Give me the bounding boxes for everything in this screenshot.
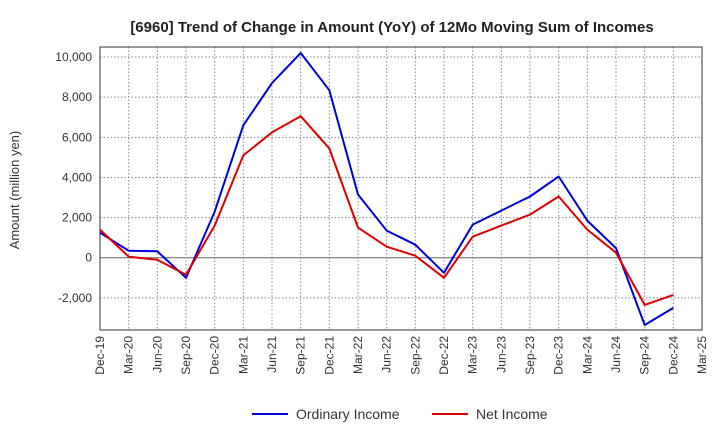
y-tick-label: -2,000 (58, 291, 92, 305)
x-tick-label: Mar-20 (122, 336, 136, 374)
x-tick-label: Dec-23 (552, 336, 566, 375)
x-tick-label: Dec-22 (437, 336, 451, 375)
x-tick-label: Mar-23 (466, 336, 480, 374)
y-tick-label: 8,000 (62, 90, 92, 104)
x-tick-label: Dec-24 (666, 336, 680, 375)
x-tick-label: Jun-23 (494, 336, 508, 373)
y-tick-label: 10,000 (55, 50, 92, 64)
legend: Ordinary Income Net Income (252, 406, 548, 422)
x-tick-label: Mar-25 (695, 336, 709, 374)
y-tick-labels: -2,000 0 2,000 4,000 6,000 8,000 10,000 (55, 50, 92, 305)
y-tick-label: 2,000 (62, 211, 92, 225)
x-tick-label: Mar-24 (580, 336, 594, 374)
legend-label: Ordinary Income (296, 406, 400, 422)
series-lines (99, 52, 674, 326)
x-tick-label: Jun-22 (380, 336, 394, 373)
x-tick-label: Dec-20 (208, 336, 222, 375)
y-axis-label: Amount (million yen) (7, 131, 22, 250)
x-tick-label: Sep-23 (523, 336, 537, 375)
x-tick-label: Sep-20 (179, 336, 193, 375)
series-line-ordinary-income (99, 52, 674, 326)
series-line-net-income (99, 115, 674, 306)
x-tick-label: Jun-24 (609, 336, 623, 373)
x-tick-label: Sep-24 (638, 336, 652, 375)
chart-title: [6960] Trend of Change in Amount (YoY) o… (130, 19, 653, 36)
y-tick-label: 0 (85, 251, 92, 265)
x-tick-label: Sep-21 (294, 336, 308, 375)
y-tick-label: 6,000 (62, 130, 92, 144)
plot-frame (99, 46, 703, 331)
x-tick-labels: Dec-19 Mar-20 Jun-20 Sep-20 Dec-20 Mar-21 Jun-… (93, 336, 709, 375)
legend-item: Net Income (432, 406, 548, 422)
x-tick-label: Jun-21 (265, 336, 279, 373)
grid (99, 47, 703, 330)
y-tick-label: 4,000 (62, 170, 92, 184)
x-tick-label: Jun-20 (150, 336, 164, 373)
x-tick-label: Mar-22 (351, 336, 365, 374)
legend-label: Net Income (476, 406, 548, 422)
x-tick-label: Dec-19 (93, 336, 107, 375)
plot-border (99, 46, 703, 331)
x-tick-label: Mar-21 (236, 336, 250, 374)
legend-item: Ordinary Income (252, 406, 400, 422)
x-tick-label: Dec-21 (322, 336, 336, 375)
x-tick-label: Sep-22 (408, 336, 422, 375)
